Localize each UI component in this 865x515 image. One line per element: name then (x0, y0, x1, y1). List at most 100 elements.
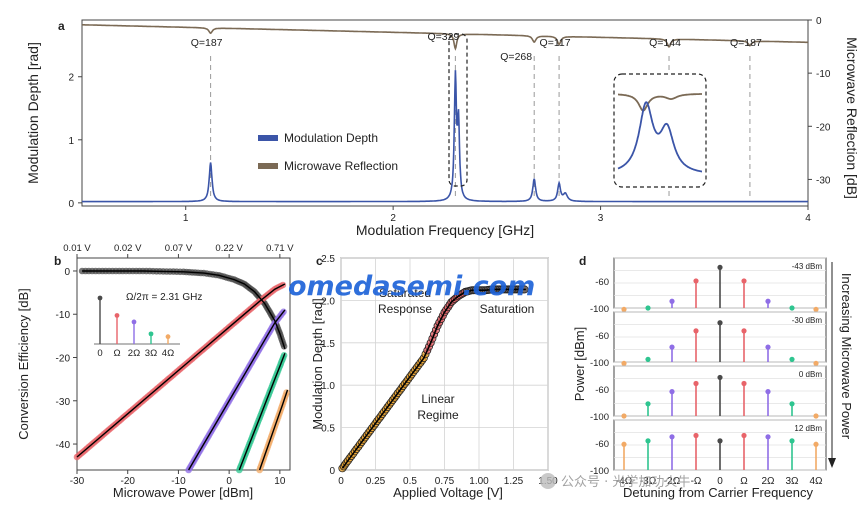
panel-c-y-tick-label: 0.5 (321, 424, 335, 435)
panel-d-stem-head (621, 413, 627, 419)
panel-d-y-tick-label: -60 (595, 331, 609, 342)
panel-d-x-tick-label: 3Ω (785, 476, 799, 487)
panel-c-x-tick-label: 1.00 (469, 476, 489, 487)
panel-d-stem-head (621, 441, 627, 447)
panel-b-top-tick-label: 0.71 V (266, 243, 294, 254)
panel-a-x-tick-label: 3 (598, 213, 604, 224)
panel-d-stem-head (813, 360, 819, 366)
panel-d-y-axis-label: Power [dBm] (572, 327, 587, 401)
inset-reflection-line (618, 93, 702, 112)
inset-harmonic-label: 2Ω (128, 348, 140, 359)
inset-modulation-line (617, 101, 702, 173)
panel-a-frame (81, 19, 809, 207)
highlight-box (448, 33, 468, 187)
panel-a-y2-tick-label: -30 (816, 175, 831, 186)
panel-b-y-tick-label: 0 (64, 267, 70, 278)
panel-d-stem-head (621, 306, 627, 312)
inset-stem-head (97, 295, 103, 301)
panel-b-x-tick-label: -10 (171, 476, 186, 487)
panel-d-stem-head (717, 438, 723, 444)
panel-b-y-tick-label: -30 (56, 397, 71, 408)
panel-d-stem-head (741, 328, 747, 334)
panel-d-y-tick-label: -60 (595, 385, 609, 396)
panel-d-stem-head (669, 434, 675, 440)
panel-d-stem-head (789, 438, 795, 444)
panel-a-legend: Modulation Depth Microwave Reflection (258, 131, 398, 173)
panel-d-stem-head (693, 380, 699, 387)
panel-d-stem-head (717, 320, 723, 326)
panel-d-stem-head (693, 432, 699, 439)
panel-d-row-power-label: 0 dBm (799, 370, 822, 379)
panel-d-stem-head (645, 305, 651, 311)
panel-b-x-ticks: -30 -20 -10 0 10 (70, 470, 286, 487)
legend-swatch-reflection (258, 163, 278, 169)
panel-d-stem-head (813, 413, 819, 419)
panel-d-stem-head (741, 432, 747, 439)
region-label-saturation: Saturation (480, 302, 535, 316)
panel-b-fit-lines (76, 270, 289, 471)
panel-d-stem-head (765, 389, 771, 395)
legend-label-reflection: Microwave Reflection (284, 159, 398, 173)
panel-a-y2-ticks: 0 -10 -20 -30 (808, 16, 831, 186)
panel-b-inset: Ω/2π = 2.31 GHz 0 Ω 2Ω 3Ω 4Ω (94, 292, 202, 359)
panel-c-y-tick-label: 0 (329, 466, 335, 477)
panel-d-y-tick-label: -100 (590, 466, 609, 477)
panel-b-y-tick-label: -20 (56, 354, 71, 365)
panel-d-x-tick-label: 0 (717, 476, 723, 487)
inset-stem-head (131, 319, 137, 325)
panel-d-stem-head (645, 356, 651, 362)
panel-a-y-ticks: 0 1 2 (68, 73, 82, 210)
panel-d: d -60 -100 -43 dBm -60 -100 -30 dBm -60 -100 0 d… (572, 254, 854, 500)
panel-b-fit-line (238, 352, 286, 471)
panel-d-stem-head (645, 401, 651, 407)
panel-a-x-tick-label: 1 (183, 213, 189, 224)
panel-d-stem-head (813, 306, 819, 312)
panel-b-fit-line (187, 309, 286, 471)
inset-stem-head (148, 331, 154, 337)
panel-label-b: b (54, 254, 61, 268)
watermark: omedasemi.com 公众号 · 光学加功火牛 (288, 271, 690, 490)
inset-harmonic-label: 3Ω (145, 348, 157, 359)
panel-d-y-tick-label: -60 (595, 439, 609, 450)
panel-c-x-tick-label: 0.75 (435, 476, 455, 487)
panel-d-y-tick-label: -100 (590, 358, 609, 369)
panel-b-x-tick-label: -30 (70, 476, 85, 487)
panel-d-row-power-label: -43 dBm (792, 262, 823, 271)
panel-d-stem-head (717, 374, 723, 381)
panel-c-x-axis-label: Applied Voltage [V] (393, 485, 503, 500)
inset-stem-head (165, 334, 171, 340)
panel-b-top-tick-label: 0.01 V (63, 243, 91, 254)
panel-b-top-ticks: 0.01 V 0.02 V 0.07 V 0.22 V 0.71 V (63, 243, 294, 258)
inset-stem-head (114, 313, 120, 318)
power-arrow-head (828, 458, 836, 468)
panel-b-x-tick-label: 0 (226, 476, 232, 487)
q-annotation: Q=144 (649, 37, 681, 49)
panel-c-y-tick-label: 1.0 (321, 381, 335, 392)
panel-d-stem-head (621, 360, 627, 366)
panel-d-stem-head (669, 389, 675, 395)
panel-a-y2-tick-label: -10 (816, 69, 831, 80)
panel-b-x-tick-label: -20 (120, 476, 135, 487)
panel-d-x-tick-label: 4Ω (809, 476, 823, 487)
panel-a-x-tick-label: 2 (390, 213, 396, 224)
panel-b-top-tick-label: 0.07 V (165, 243, 193, 254)
panel-d-stem-head (789, 356, 795, 362)
panel-b-fit-line (76, 283, 286, 458)
panel-d-stem-head (789, 401, 795, 407)
panel-d-stem-head (789, 305, 795, 311)
q-annotation: Q=117 (540, 37, 571, 49)
panel-d-stem-head (693, 278, 699, 284)
panel-d-row-power-label: -30 dBm (792, 316, 823, 325)
panel-b-top-tick-label: 0.22 V (215, 243, 243, 254)
panel-b-y-ticks: 0 -10 -20 -30 -40 (56, 267, 77, 451)
q-annotation: Q=329 (427, 31, 459, 43)
region-label-saturated: Saturated (379, 286, 431, 300)
panel-label-c: c (316, 254, 323, 268)
inset-stems: 0 Ω 2Ω 3Ω 4Ω (97, 295, 174, 359)
panel-d-stem-head (645, 438, 651, 444)
region-label-response: Response (378, 302, 432, 316)
panel-d-stem-head (693, 328, 699, 334)
panel-d-x-ticks: -4Ω -3Ω -2Ω -Ω 0 Ω 2Ω 3Ω 4Ω (616, 476, 823, 487)
inset-harmonic-label: 4Ω (162, 348, 174, 359)
